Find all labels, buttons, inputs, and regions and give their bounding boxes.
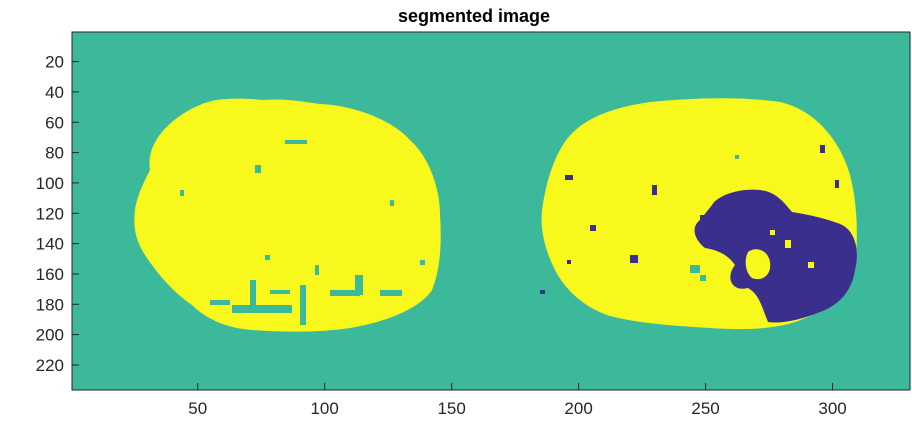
x-tick-label: 250 bbox=[691, 399, 719, 418]
y-tick-label: 20 bbox=[45, 53, 64, 72]
x-tick-label: 50 bbox=[188, 399, 207, 418]
y-tick-label: 160 bbox=[36, 265, 64, 284]
y-tick-label: 140 bbox=[36, 235, 64, 254]
left-brain-region bbox=[134, 98, 441, 332]
x-tick-label: 200 bbox=[564, 399, 592, 418]
lesion-holes bbox=[745, 230, 814, 280]
y-tick-label: 120 bbox=[36, 204, 64, 223]
left-brain-noise bbox=[180, 140, 425, 325]
x-tick-label: 150 bbox=[437, 399, 465, 418]
x-tick-label: 300 bbox=[818, 399, 846, 418]
lesion-region bbox=[694, 189, 857, 323]
y-tick-label: 220 bbox=[36, 356, 64, 375]
y-tick-label: 60 bbox=[45, 113, 64, 132]
y-tick-label: 100 bbox=[36, 174, 64, 193]
y-tick-label: 180 bbox=[36, 295, 64, 314]
axes-frame bbox=[71, 31, 911, 391]
x-tick-label: 100 bbox=[310, 399, 338, 418]
y-axis: 20 40 60 80 100 120 140 160 180 200 220 bbox=[36, 53, 79, 375]
x-axis: 50 100 150 200 250 300 bbox=[188, 383, 847, 418]
y-tick-label: 40 bbox=[45, 83, 64, 102]
y-tick-label: 200 bbox=[36, 326, 64, 345]
right-brain-teal-specks bbox=[690, 155, 739, 281]
y-tick-label: 80 bbox=[45, 144, 64, 163]
figure-title: segmented image bbox=[397, 6, 551, 26]
